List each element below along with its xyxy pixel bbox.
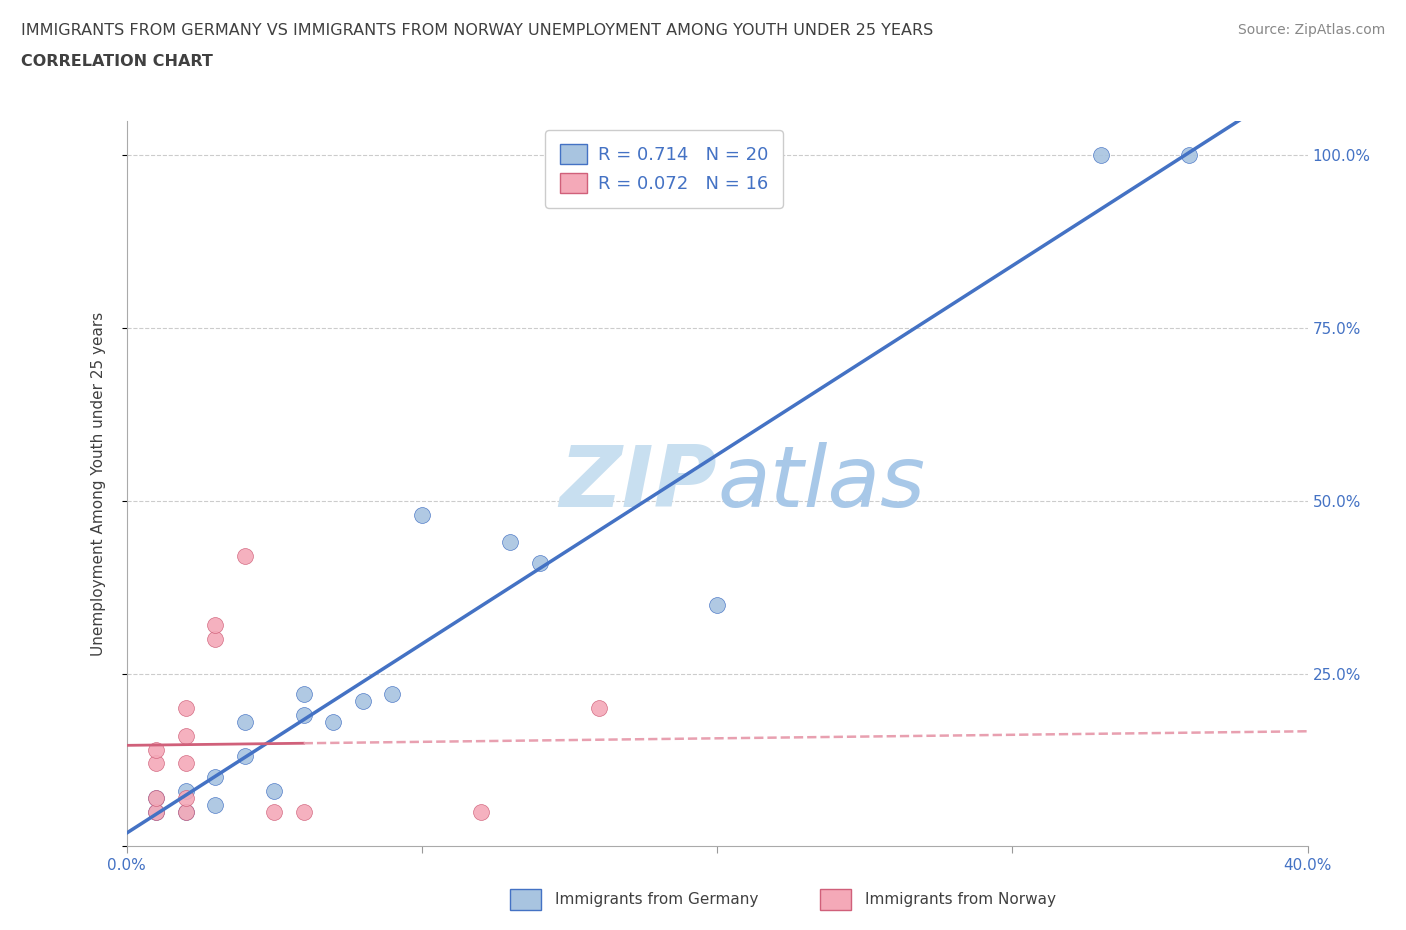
Text: Immigrants from Norway: Immigrants from Norway bbox=[865, 892, 1056, 907]
Point bbox=[529, 555, 551, 570]
Point bbox=[174, 784, 197, 799]
Point bbox=[411, 507, 433, 522]
Point bbox=[204, 631, 226, 646]
Point bbox=[499, 535, 522, 550]
Point bbox=[145, 804, 167, 819]
Bar bbox=[820, 889, 851, 910]
Point bbox=[174, 728, 197, 743]
Point bbox=[292, 687, 315, 702]
Text: CORRELATION CHART: CORRELATION CHART bbox=[21, 54, 212, 69]
Point bbox=[174, 700, 197, 715]
Point bbox=[322, 714, 344, 729]
Point bbox=[145, 756, 167, 771]
Point bbox=[292, 708, 315, 723]
Point bbox=[174, 804, 197, 819]
Bar bbox=[510, 889, 541, 910]
Point bbox=[174, 804, 197, 819]
Point bbox=[174, 756, 197, 771]
Point bbox=[352, 694, 374, 709]
Point bbox=[1090, 148, 1112, 163]
Point bbox=[588, 700, 610, 715]
Y-axis label: Unemployment Among Youth under 25 years: Unemployment Among Youth under 25 years bbox=[91, 312, 105, 656]
Point bbox=[292, 804, 315, 819]
Point bbox=[233, 549, 256, 564]
Point bbox=[145, 804, 167, 819]
Point bbox=[470, 804, 492, 819]
Point bbox=[174, 790, 197, 805]
Point bbox=[1178, 148, 1201, 163]
Point bbox=[263, 784, 285, 799]
Point bbox=[145, 790, 167, 805]
Point bbox=[145, 742, 167, 757]
Point bbox=[263, 804, 285, 819]
Point bbox=[145, 790, 167, 805]
Point bbox=[233, 749, 256, 764]
Text: Source: ZipAtlas.com: Source: ZipAtlas.com bbox=[1237, 23, 1385, 37]
Text: IMMIGRANTS FROM GERMANY VS IMMIGRANTS FROM NORWAY UNEMPLOYMENT AMONG YOUTH UNDER: IMMIGRANTS FROM GERMANY VS IMMIGRANTS FR… bbox=[21, 23, 934, 38]
Text: Immigrants from Germany: Immigrants from Germany bbox=[555, 892, 759, 907]
Legend: R = 0.714   N = 20, R = 0.072   N = 16: R = 0.714 N = 20, R = 0.072 N = 16 bbox=[546, 130, 783, 207]
Text: atlas: atlas bbox=[717, 442, 925, 525]
Point bbox=[381, 687, 404, 702]
Point bbox=[204, 770, 226, 785]
Point bbox=[706, 597, 728, 612]
Point bbox=[204, 618, 226, 632]
Point bbox=[233, 714, 256, 729]
Point bbox=[204, 797, 226, 812]
Text: ZIP: ZIP bbox=[560, 442, 717, 525]
